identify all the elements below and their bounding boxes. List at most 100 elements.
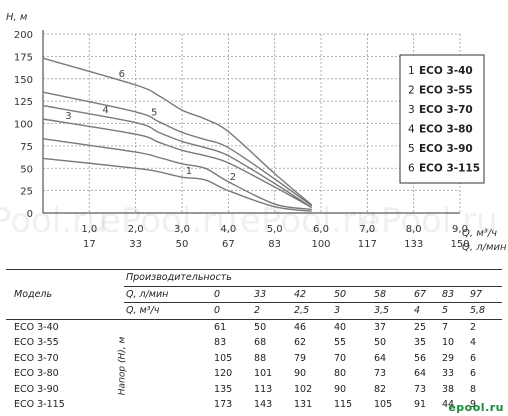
head-value: 56 (413, 352, 427, 364)
head-value: 105 (214, 352, 233, 364)
curve-label-4: 4 (102, 105, 108, 116)
q-lmin-label: Q, л/мин (124, 285, 213, 303)
legend-entry: ECO 3-115 (419, 163, 480, 175)
head-value: 90 (294, 368, 307, 380)
head-value: 101 (254, 368, 273, 380)
head-value: 120 (214, 368, 233, 380)
perf-header: Производительность (124, 269, 502, 286)
y-tick-label: 0 (27, 209, 33, 220)
head-value: 135 (214, 383, 233, 395)
logo: epool.ru (448, 401, 504, 414)
head-value: 115 (334, 399, 353, 411)
head-value: 79 (294, 352, 307, 364)
x-tick-label-lmin: 133 (404, 239, 423, 250)
y-axis-label: H, м (6, 12, 28, 23)
head-value: 83 (214, 337, 227, 349)
x-tick-label-m3: 5,0 (267, 224, 283, 235)
chart-ticks: 02550751001251501752001,0172,0333,0504,0… (14, 30, 470, 250)
head-value: 37 (371, 318, 412, 335)
x-tick-label-lmin: 117 (358, 239, 377, 250)
head-value: 8 (469, 383, 476, 395)
chart-curves: 1 2 3 4 5 6 (42, 57, 313, 212)
head-value: 102 (294, 383, 313, 395)
head-value: 29 (441, 352, 455, 364)
q-m3-value: 0 (212, 302, 253, 319)
watermark-text: ePool.ru (100, 201, 238, 241)
x-axis-label-lmin: Q, л/мин (462, 242, 507, 253)
legend-number: 4 (408, 124, 415, 136)
q-m3-value: 2 (252, 302, 293, 319)
head-value: 40 (332, 318, 372, 335)
q-lmin-value: 0 (212, 285, 253, 303)
head-value: 7 (439, 318, 468, 335)
table-row: ECO 3-115 173 143 131 115 105 91 44 9 (6, 397, 502, 413)
y-tick-label: 200 (14, 30, 33, 41)
curve-label-1: 1 (186, 166, 192, 177)
model-name: ECO 3-55 (14, 337, 59, 349)
x-tick-label-lmin: 100 (311, 239, 330, 250)
watermark-text: ePool.ru (0, 201, 108, 241)
curve-1 (42, 157, 312, 212)
head-label: Напор (H), м (102, 318, 127, 413)
x-tick-label-lmin: 150 (450, 239, 469, 250)
y-tick-label: 150 (14, 75, 33, 86)
x-tick-label-m3: 6,0 (313, 224, 329, 235)
head-value: 80 (334, 368, 347, 380)
chart-legend: 1 ECO 3-40 2 ECO 3-55 3 ECO 3-70 4 ECO 3-80 5 ECO… (399, 54, 485, 184)
table-header-row-2: Модель Q, л/мин 0 33 42 50 58 67 83 97 (6, 285, 502, 303)
q-lmin-value: 42 (292, 285, 332, 303)
legend-entry: ECO 3-40 (419, 65, 473, 77)
table-row: ECO 3-40 Напор (H), м 61 50 46 40 37 25 7 2 (6, 318, 502, 413)
x-tick-label-m3: 1,0 (81, 224, 97, 235)
head-value: 38 (441, 383, 455, 395)
q-lmin-value: 33 (252, 285, 293, 303)
head-value: 61 (212, 318, 253, 335)
head-value: 9 (469, 399, 476, 411)
head-value: 6 (469, 368, 476, 380)
x-tick-label-m3: 4,0 (220, 224, 236, 235)
model-name: ECO 3-90 (14, 383, 59, 395)
curve-label-5: 5 (151, 108, 157, 119)
legend-number: 1 (408, 65, 415, 77)
model-name: ECO 3-115 (14, 399, 65, 411)
x-tick-label-m3: 7,0 (359, 224, 375, 235)
head-value: 113 (254, 383, 273, 395)
y-tick-label: 25 (20, 187, 33, 198)
legend-number: 2 (408, 85, 415, 97)
head-value: 73 (373, 368, 387, 380)
q-m3-value: 4 (411, 302, 440, 319)
head-value: 91 (413, 399, 427, 411)
y-tick-label: 50 (20, 164, 33, 175)
legend-number: 6 (408, 163, 415, 175)
x-axis-label-m3: Q, м³/ч (462, 228, 497, 239)
curve-4 (42, 104, 313, 209)
table-header-row-1: Производительность (6, 269, 502, 286)
curve-2 (42, 138, 312, 211)
head-value: 44 (441, 399, 455, 411)
q-lmin-value: 58 (371, 285, 412, 303)
curve-3 (42, 118, 313, 209)
q-lmin-value: 50 (332, 285, 372, 303)
curve-5 (42, 91, 313, 207)
head-value: 2 (467, 318, 502, 335)
x-tick-label-lmin: 17 (83, 239, 96, 250)
head-value: 50 (373, 337, 387, 349)
q-lmin-value: 67 (411, 285, 440, 303)
curve-6 (42, 57, 313, 206)
head-value: 35 (413, 337, 427, 349)
table-row: ECO 3-90 135 113 102 90 82 73 38 8 (6, 382, 502, 398)
head-value: 70 (334, 352, 347, 364)
table-row: ECO 3-55 83 68 62 55 50 35 10 4 (6, 335, 502, 351)
table-row: ECO 3-80 120 101 90 80 73 64 33 6 (6, 366, 502, 382)
x-tick-label-m3: 3,0 (174, 224, 190, 235)
x-tick-label-lmin: 50 (176, 239, 189, 250)
y-tick-label: 100 (14, 120, 33, 131)
head-value: 50 (252, 318, 293, 335)
head-value: 62 (294, 337, 307, 349)
head-value: 64 (373, 352, 387, 364)
legend-entry: ECO 3-80 (419, 124, 473, 136)
q-m3-value: 3 (332, 302, 372, 319)
y-tick-label: 175 (14, 52, 33, 63)
chart-grid (43, 33, 461, 213)
